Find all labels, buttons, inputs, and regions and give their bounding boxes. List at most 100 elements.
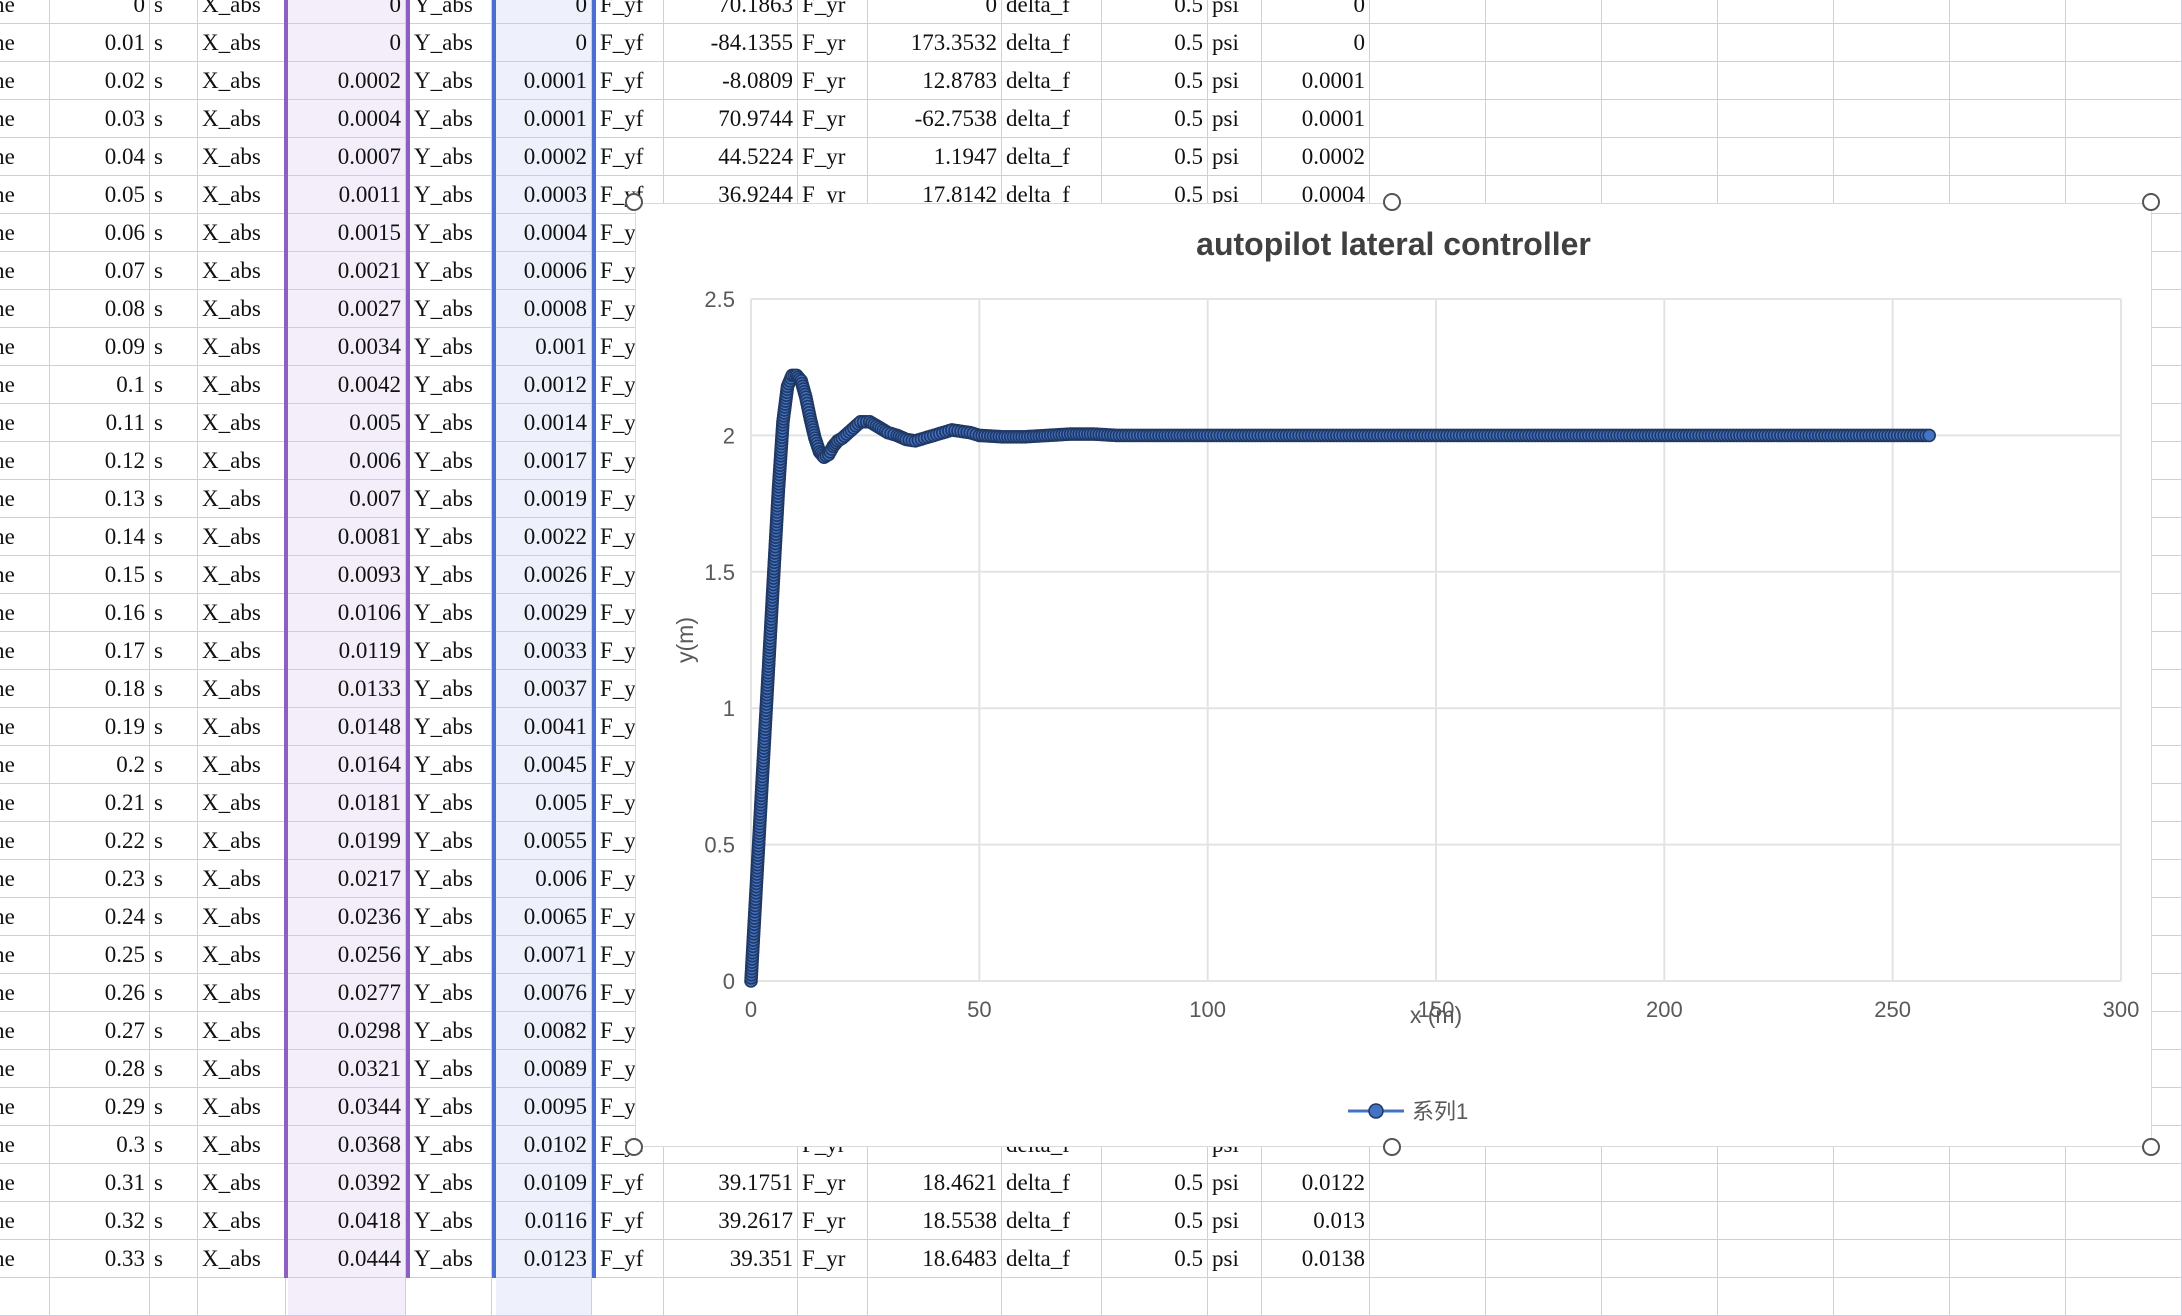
delta-label-cell[interactable]: delta_f <box>1002 1240 1102 1277</box>
fyf-value-cell[interactable]: 44.5224 <box>664 138 798 175</box>
unit-cell[interactable]: s <box>150 0 198 23</box>
time-label-cell[interactable]: time <box>0 480 50 517</box>
y-label-cell[interactable]: Y_abs <box>410 518 492 555</box>
time-label-cell[interactable]: time <box>0 860 50 897</box>
y-value-cell[interactable]: 0.0026 <box>496 556 592 593</box>
unit-cell[interactable]: s <box>150 936 198 973</box>
empty-cell[interactable] <box>1718 1240 1834 1277</box>
y-value-cell[interactable]: 0.0065 <box>496 898 592 935</box>
y-label-cell[interactable]: Y_abs <box>410 898 492 935</box>
unit-cell[interactable]: s <box>150 366 198 403</box>
x-value-cell[interactable]: 0.0119 <box>288 632 406 669</box>
y-value-cell[interactable]: 0.0071 <box>496 936 592 973</box>
x-label-cell[interactable]: X_abs <box>198 936 286 973</box>
delta-value-cell[interactable] <box>1102 1278 1208 1315</box>
psi-label-cell[interactable]: psi <box>1208 100 1262 137</box>
y-value-cell[interactable]: 0.0123 <box>496 1240 592 1277</box>
delta-label-cell[interactable]: delta_f <box>1002 100 1102 137</box>
y-label-cell[interactable]: Y_abs <box>410 708 492 745</box>
delta-value-cell[interactable]: 0.5 <box>1102 176 1208 213</box>
fyf-value-cell[interactable]: 39.1751 <box>664 1164 798 1201</box>
y-value-cell[interactable]: 0.0017 <box>496 442 592 479</box>
fyf-label-cell[interactable]: F_yf <box>596 1240 664 1277</box>
time-label-cell[interactable]: time <box>0 936 50 973</box>
x-label-cell[interactable]: X_abs <box>198 442 286 479</box>
time-label-cell[interactable]: time <box>0 1164 50 1201</box>
time-value-cell[interactable]: 0.09 <box>50 328 150 365</box>
empty-cell[interactable] <box>1718 0 1834 23</box>
x-value-cell[interactable]: 0.0133 <box>288 670 406 707</box>
y-value-cell[interactable]: 0.0033 <box>496 632 592 669</box>
x-label-cell[interactable]: X_abs <box>198 24 286 61</box>
time-value-cell[interactable]: 0.08 <box>50 290 150 327</box>
empty-cell[interactable] <box>1602 24 1718 61</box>
time-label-cell[interactable] <box>0 1278 50 1315</box>
empty-cell[interactable] <box>1602 0 1718 23</box>
y-value-cell[interactable]: 0.0019 <box>496 480 592 517</box>
y-value-cell[interactable]: 0.001 <box>496 328 592 365</box>
y-label-cell[interactable]: Y_abs <box>410 1240 492 1277</box>
time-value-cell[interactable]: 0.11 <box>50 404 150 441</box>
x-value-cell[interactable] <box>288 1278 406 1315</box>
empty-cell[interactable] <box>1486 1202 1602 1239</box>
time-label-cell[interactable]: time <box>0 1126 50 1163</box>
delta-value-cell[interactable]: 0.5 <box>1102 1164 1208 1201</box>
empty-cell[interactable] <box>1718 1278 1834 1315</box>
fyr-label-cell[interactable]: F_yr <box>798 62 868 99</box>
empty-cell[interactable] <box>1718 24 1834 61</box>
time-label-cell[interactable]: time <box>0 62 50 99</box>
x-value-cell[interactable]: 0.006 <box>288 442 406 479</box>
time-label-cell[interactable]: time <box>0 746 50 783</box>
fyr-label-cell[interactable]: F_yr <box>798 24 868 61</box>
x-value-cell[interactable]: 0.0011 <box>288 176 406 213</box>
empty-cell[interactable] <box>1370 24 1486 61</box>
empty-cell[interactable] <box>1602 1202 1718 1239</box>
psi-value-cell[interactable]: 0.0122 <box>1262 1164 1370 1201</box>
fyf-value-cell[interactable] <box>664 1278 798 1315</box>
time-label-cell[interactable]: time <box>0 0 50 23</box>
empty-cell[interactable] <box>1718 1202 1834 1239</box>
y-value-cell[interactable]: 0.0076 <box>496 974 592 1011</box>
time-label-cell[interactable]: time <box>0 366 50 403</box>
empty-cell[interactable] <box>1950 1202 2066 1239</box>
empty-cell[interactable] <box>1602 1164 1718 1201</box>
y-label-cell[interactable]: Y_abs <box>410 100 492 137</box>
x-label-cell[interactable]: X_abs <box>198 100 286 137</box>
time-value-cell[interactable]: 0.28 <box>50 1050 150 1087</box>
x-value-cell[interactable]: 0.0106 <box>288 594 406 631</box>
delta-value-cell[interactable]: 0.5 <box>1102 62 1208 99</box>
time-label-cell[interactable]: time <box>0 100 50 137</box>
x-value-cell[interactable]: 0.0021 <box>288 252 406 289</box>
time-label-cell[interactable]: time <box>0 404 50 441</box>
fyr-label-cell[interactable]: F_yr <box>798 1164 868 1201</box>
x-label-cell[interactable]: X_abs <box>198 822 286 859</box>
fyr-label-cell[interactable]: F_yr <box>798 0 868 23</box>
x-label-cell[interactable]: X_abs <box>198 176 286 213</box>
y-label-cell[interactable]: Y_abs <box>410 1202 492 1239</box>
fyf-label-cell[interactable] <box>596 1278 664 1315</box>
y-label-cell[interactable]: Y_abs <box>410 214 492 251</box>
x-value-cell[interactable]: 0.0148 <box>288 708 406 745</box>
empty-cell[interactable] <box>1486 0 1602 23</box>
empty-cell[interactable] <box>1486 1240 1602 1277</box>
unit-cell[interactable]: s <box>150 442 198 479</box>
psi-label-cell[interactable]: psi <box>1208 138 1262 175</box>
x-label-cell[interactable]: X_abs <box>198 1012 286 1049</box>
psi-label-cell[interactable]: psi <box>1208 1164 1262 1201</box>
time-value-cell[interactable]: 0.33 <box>50 1240 150 1277</box>
x-value-cell[interactable]: 0.0042 <box>288 366 406 403</box>
x-value-cell[interactable]: 0.0081 <box>288 518 406 555</box>
time-value-cell[interactable]: 0.21 <box>50 784 150 821</box>
time-value-cell[interactable] <box>50 1278 150 1315</box>
resize-handle-bottom-middle[interactable] <box>1383 1138 1401 1156</box>
fyr-label-cell[interactable]: F_yr <box>798 1202 868 1239</box>
time-value-cell[interactable]: 0.29 <box>50 1088 150 1125</box>
resize-handle-top-middle[interactable] <box>1383 193 1401 211</box>
y-label-cell[interactable]: Y_abs <box>410 176 492 213</box>
delta-label-cell[interactable]: delta_f <box>1002 1164 1102 1201</box>
time-label-cell[interactable]: time <box>0 252 50 289</box>
empty-cell[interactable] <box>1950 1278 2066 1315</box>
time-label-cell[interactable]: time <box>0 518 50 555</box>
y-value-cell[interactable]: 0.0095 <box>496 1088 592 1125</box>
y-label-cell[interactable] <box>410 1278 492 1315</box>
